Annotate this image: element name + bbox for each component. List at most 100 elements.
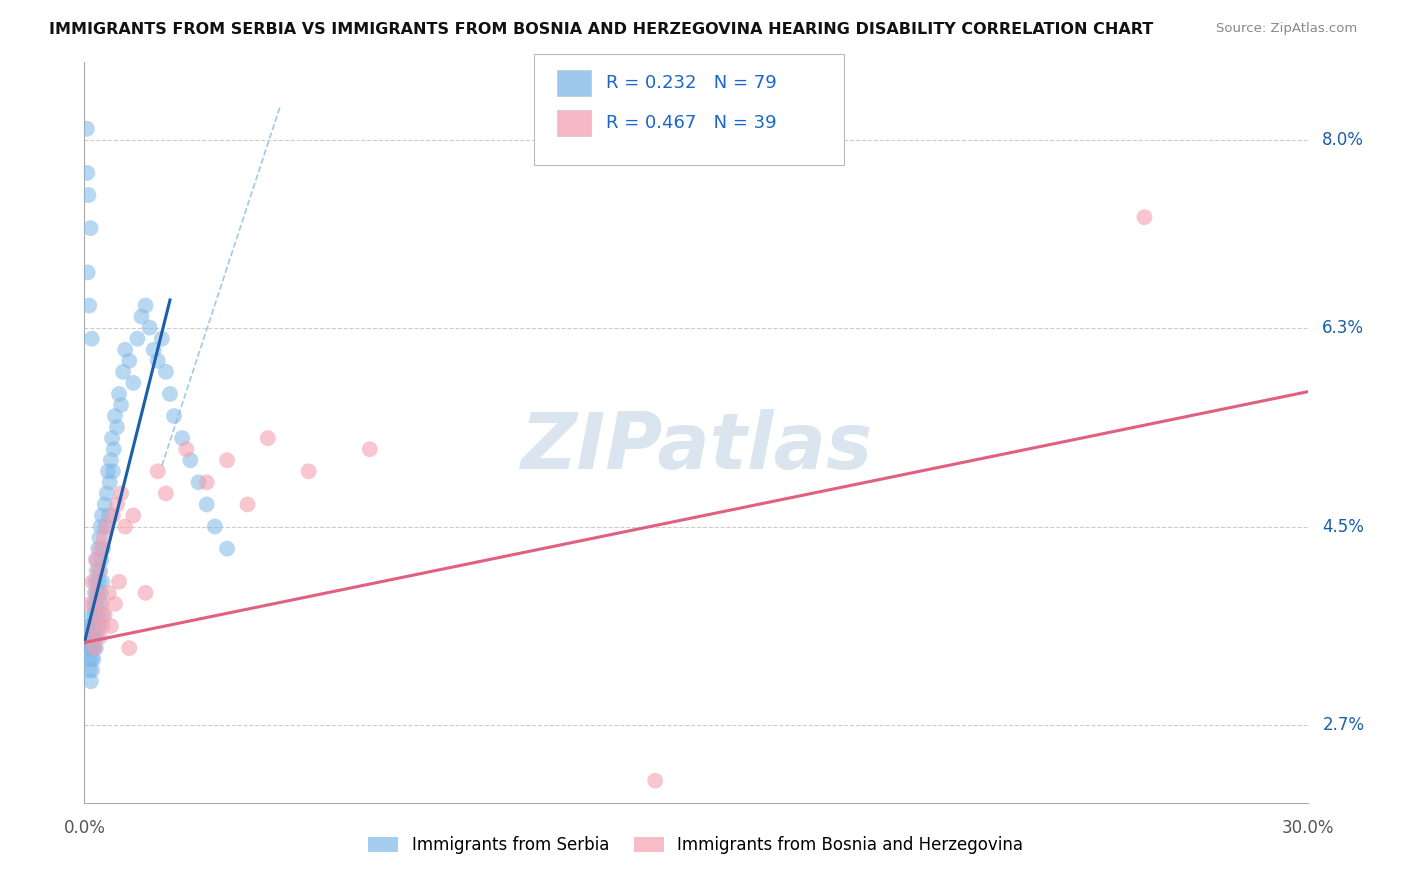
Text: R = 0.467   N = 39: R = 0.467 N = 39 [606, 114, 776, 132]
Point [82, 663, 104, 677]
Point [87, 574, 110, 589]
Point [89, 531, 111, 545]
Point [96, 519, 118, 533]
Point [91, 574, 114, 589]
Point [90, 586, 112, 600]
Point [84, 586, 107, 600]
Point [87, 586, 110, 600]
Point [93, 498, 115, 512]
Point [79, 619, 101, 633]
Point [80, 630, 103, 644]
Point [100, 619, 122, 633]
Point [89, 630, 111, 644]
Point [79, 663, 101, 677]
Point [644, 773, 666, 788]
Point [110, 398, 132, 412]
Point [104, 597, 127, 611]
Point [80, 332, 103, 346]
Point [112, 365, 135, 379]
Point [84, 597, 107, 611]
Point [91, 541, 114, 556]
Point [172, 431, 194, 445]
Point [80, 607, 103, 622]
Point [86, 607, 108, 622]
Point [155, 365, 177, 379]
Point [90, 519, 112, 533]
Point [79, 221, 101, 235]
Point [195, 498, 218, 512]
Point [82, 652, 104, 666]
Point [101, 431, 124, 445]
Text: ZIPatlas: ZIPatlas [520, 409, 872, 485]
Point [142, 343, 165, 357]
Point [118, 353, 141, 368]
Point [135, 299, 157, 313]
Point [82, 641, 104, 656]
Point [108, 574, 131, 589]
Point [105, 420, 128, 434]
Point [89, 597, 111, 611]
Point [108, 387, 131, 401]
Point [94, 519, 117, 533]
Point [87, 564, 110, 578]
Point [86, 630, 108, 644]
Point [118, 641, 141, 656]
Point [97, 508, 120, 523]
Point [77, 630, 100, 644]
Point [131, 310, 153, 324]
Point [174, 442, 197, 457]
Point [83, 619, 105, 633]
Point [83, 607, 105, 622]
Point [101, 464, 124, 478]
Text: 2.7%: 2.7% [1322, 716, 1364, 734]
Point [84, 641, 107, 656]
Point [163, 409, 186, 423]
Point [179, 453, 201, 467]
Point [77, 619, 100, 633]
Point [1133, 210, 1156, 224]
Point [83, 641, 105, 656]
Text: 4.5%: 4.5% [1322, 517, 1364, 535]
Point [204, 519, 226, 533]
Point [100, 453, 122, 467]
Point [77, 299, 100, 313]
Point [76, 166, 98, 180]
Point [82, 619, 104, 633]
Point [114, 519, 136, 533]
Point [146, 464, 169, 478]
Point [146, 353, 169, 368]
Point [105, 498, 128, 512]
Point [90, 552, 112, 566]
Point [96, 486, 118, 500]
Text: Source: ZipAtlas.com: Source: ZipAtlas.com [1216, 22, 1357, 36]
Point [257, 431, 280, 445]
Point [83, 630, 105, 644]
Point [110, 486, 132, 500]
Point [87, 541, 110, 556]
Point [359, 442, 381, 457]
Point [93, 607, 115, 622]
Point [101, 508, 124, 523]
Point [87, 619, 110, 633]
Point [155, 486, 177, 500]
Text: R = 0.232   N = 79: R = 0.232 N = 79 [606, 74, 776, 92]
Point [79, 641, 101, 656]
Point [77, 652, 100, 666]
Point [76, 641, 98, 656]
Point [97, 464, 120, 478]
Point [77, 630, 100, 644]
Point [76, 121, 98, 136]
Point [135, 586, 157, 600]
Point [79, 597, 101, 611]
Point [122, 376, 145, 390]
Point [103, 442, 125, 457]
Point [187, 475, 209, 490]
Text: IMMIGRANTS FROM SERBIA VS IMMIGRANTS FROM BOSNIA AND HERZEGOVINA HEARING DISABIL: IMMIGRANTS FROM SERBIA VS IMMIGRANTS FRO… [49, 22, 1153, 37]
Point [84, 574, 107, 589]
Point [80, 652, 103, 666]
Point [82, 630, 104, 644]
Point [114, 343, 136, 357]
Point [104, 409, 127, 423]
Point [83, 597, 105, 611]
Point [150, 332, 173, 346]
